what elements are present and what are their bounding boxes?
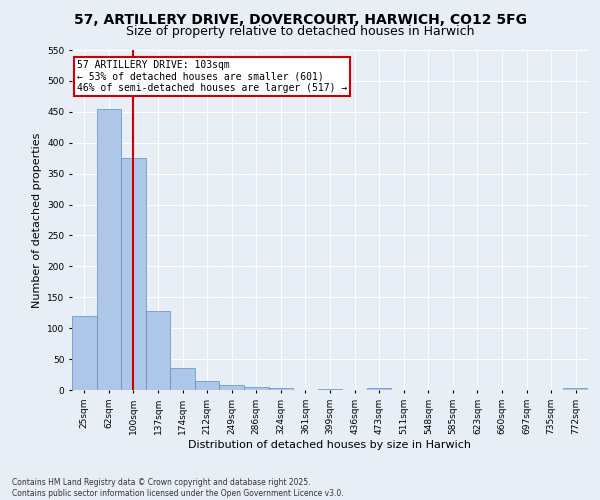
Bar <box>97 108 121 390</box>
Y-axis label: Number of detached properties: Number of detached properties <box>32 132 41 308</box>
Bar <box>220 385 244 390</box>
Bar <box>146 311 170 390</box>
Text: Size of property relative to detached houses in Harwich: Size of property relative to detached ho… <box>126 25 474 38</box>
Text: Contains HM Land Registry data © Crown copyright and database right 2025.
Contai: Contains HM Land Registry data © Crown c… <box>12 478 344 498</box>
Bar <box>563 388 588 390</box>
Bar <box>170 368 195 390</box>
Bar <box>72 316 97 390</box>
Text: 57, ARTILLERY DRIVE, DOVERCOURT, HARWICH, CO12 5FG: 57, ARTILLERY DRIVE, DOVERCOURT, HARWICH… <box>74 12 527 26</box>
X-axis label: Distribution of detached houses by size in Harwich: Distribution of detached houses by size … <box>188 440 472 450</box>
Text: 57 ARTILLERY DRIVE: 103sqm
← 53% of detached houses are smaller (601)
46% of sem: 57 ARTILLERY DRIVE: 103sqm ← 53% of deta… <box>77 60 347 94</box>
Bar <box>367 388 391 390</box>
Bar <box>244 387 269 390</box>
Bar <box>269 388 293 390</box>
Bar <box>318 389 342 390</box>
Bar <box>195 380 220 390</box>
Bar <box>121 158 146 390</box>
